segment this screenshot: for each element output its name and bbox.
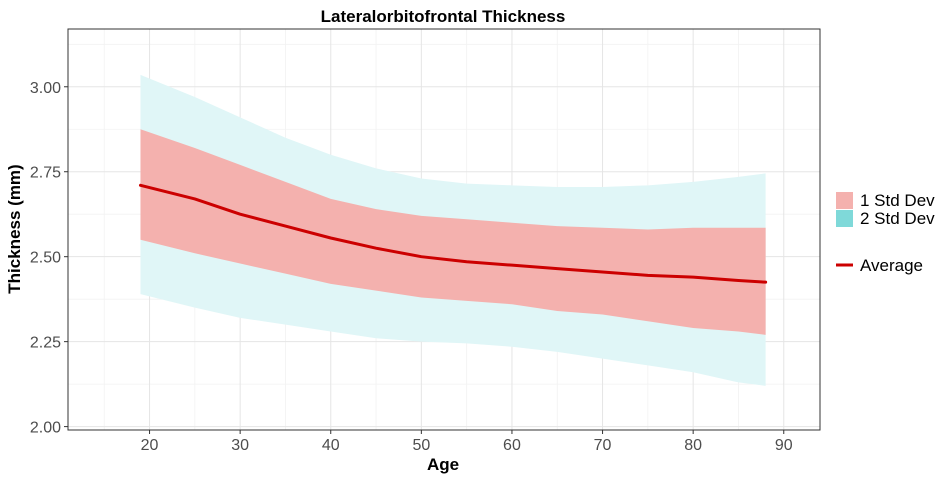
x-tick-label: 70 <box>594 437 612 454</box>
x-tick-label: 20 <box>141 437 159 454</box>
series-line-average <box>138 183 768 284</box>
y-tick-label: 2.75 <box>30 165 61 182</box>
legend-key-2-std-dev <box>836 210 853 227</box>
y-tick-label: 2.00 <box>30 420 61 437</box>
legend-key-1-std-dev <box>836 192 853 209</box>
legend-label-average: Average <box>860 256 923 275</box>
x-tick-label: 40 <box>322 437 340 454</box>
y-tick-label: 3.00 <box>30 80 61 97</box>
chart-title: Lateralorbitofrontal Thickness <box>321 7 566 26</box>
x-tick-label: 80 <box>684 437 702 454</box>
legend-label-1-std-dev: 1 Std Dev <box>860 191 935 210</box>
x-tick-label: 60 <box>503 437 521 454</box>
x-tick-label: 90 <box>775 437 793 454</box>
x-tick-label: 50 <box>412 437 430 454</box>
y-axis: 2.00 2.25 2.50 2.75 3.00 <box>30 80 68 437</box>
y-tick-label: 2.25 <box>30 335 61 352</box>
x-axis: 20 30 40 50 60 70 80 90 <box>141 430 793 454</box>
plot-border <box>67 28 821 431</box>
x-axis-title: Age <box>427 455 459 474</box>
bands <box>140 74 766 386</box>
legend-label-2-std-dev: 2 Std Dev <box>860 209 935 228</box>
x-tick-label: 30 <box>231 437 249 454</box>
lines <box>138 183 768 284</box>
band-1-std-dev <box>140 129 766 335</box>
plot-area <box>67 28 821 431</box>
y-tick-label: 2.50 <box>30 250 61 267</box>
y-axis-title: Thickness (mm) <box>5 164 24 293</box>
